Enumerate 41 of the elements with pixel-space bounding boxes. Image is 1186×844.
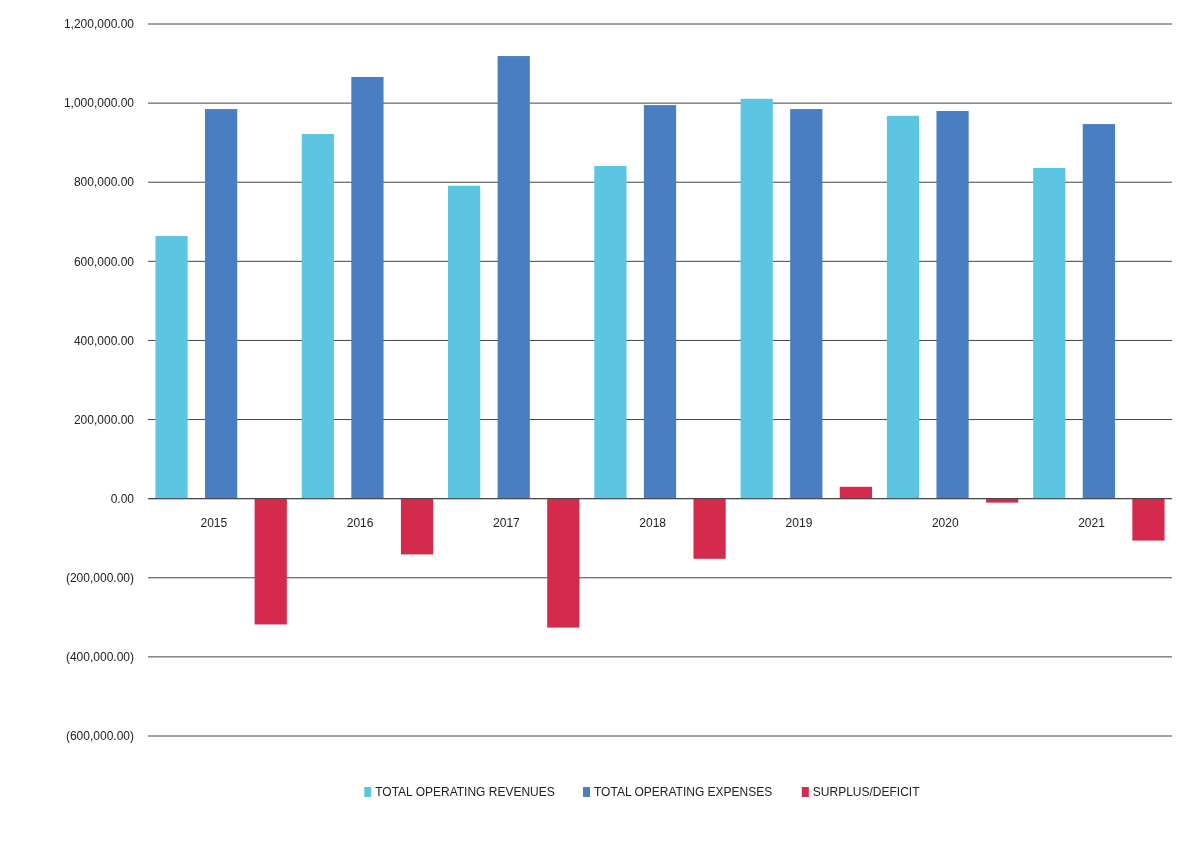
x-tick-label: 2016 bbox=[346, 515, 374, 530]
x-tick-label: 2017 bbox=[493, 515, 521, 530]
bar bbox=[448, 185, 481, 499]
x-tick-label: 2018 bbox=[639, 515, 667, 530]
bar bbox=[790, 109, 823, 499]
y-tick-label: 200,000.00 bbox=[73, 412, 135, 427]
bar bbox=[740, 98, 773, 499]
bar bbox=[1033, 167, 1066, 499]
bar bbox=[301, 133, 334, 499]
x-tick-label: 2020 bbox=[931, 515, 959, 530]
bar bbox=[986, 498, 1019, 503]
bar bbox=[594, 166, 627, 499]
bar bbox=[497, 56, 530, 499]
bar bbox=[839, 486, 872, 499]
bar bbox=[205, 109, 238, 499]
legend-label: TOTAL OPERATING REVENUES bbox=[375, 785, 555, 800]
bar bbox=[254, 498, 287, 625]
bar bbox=[400, 498, 434, 555]
bar bbox=[886, 115, 920, 499]
x-tick-label: 2015 bbox=[200, 515, 228, 530]
y-tick-label: 600,000.00 bbox=[73, 254, 135, 269]
y-tick-label: 400,000.00 bbox=[73, 333, 135, 348]
bar bbox=[693, 498, 726, 559]
bar bbox=[155, 236, 188, 499]
bar bbox=[643, 105, 677, 499]
bar bbox=[1132, 498, 1165, 541]
legend-label: SURPLUS/DEFICIT bbox=[812, 785, 921, 800]
y-tick-label: 0.00 bbox=[110, 491, 135, 506]
y-tick-label: 1,200,000.00 bbox=[63, 17, 135, 32]
x-tick-label: 2021 bbox=[1078, 515, 1106, 530]
bar bbox=[351, 77, 384, 499]
bar bbox=[936, 111, 969, 499]
y-tick-label: (400,000.00) bbox=[65, 650, 134, 665]
bar bbox=[547, 498, 580, 628]
y-tick-label: 1,000,000.00 bbox=[63, 96, 135, 111]
y-tick-label: (200,000.00) bbox=[65, 570, 134, 585]
y-tick-label: 800,000.00 bbox=[73, 175, 135, 190]
y-tick-label: (600,000.00) bbox=[65, 729, 134, 744]
x-tick-label: 2019 bbox=[785, 515, 813, 530]
legend-label: TOTAL OPERATING EXPENSES bbox=[594, 785, 773, 800]
bar bbox=[1082, 124, 1115, 499]
